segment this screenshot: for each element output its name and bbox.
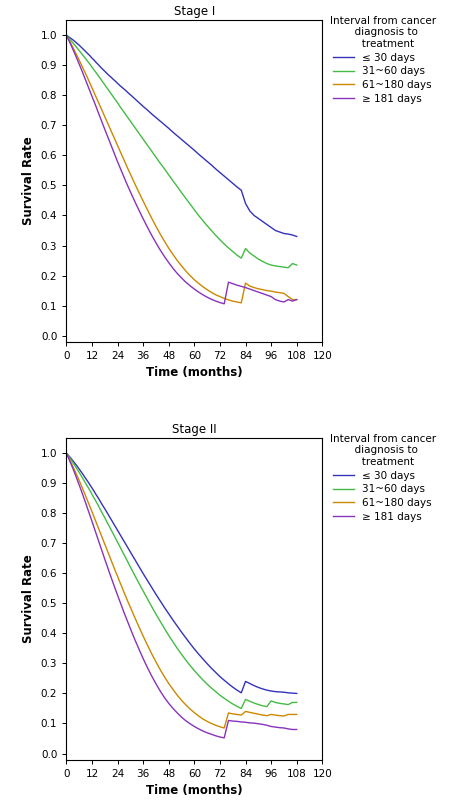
X-axis label: Time (months): Time (months) — [146, 784, 243, 797]
Y-axis label: Survival Rate: Survival Rate — [22, 137, 35, 225]
Title: Stage II: Stage II — [172, 423, 217, 436]
Y-axis label: Survival Rate: Survival Rate — [22, 554, 35, 643]
Legend: ≤ 30 days, 31~60 days, 61~180 days, ≥ 181 days: ≤ 30 days, 31~60 days, 61~180 days, ≥ 18… — [328, 431, 438, 524]
Title: Stage I: Stage I — [173, 5, 215, 18]
Legend: ≤ 30 days, 31~60 days, 61~180 days, ≥ 181 days: ≤ 30 days, 31~60 days, 61~180 days, ≥ 18… — [328, 14, 438, 106]
X-axis label: Time (months): Time (months) — [146, 366, 243, 379]
